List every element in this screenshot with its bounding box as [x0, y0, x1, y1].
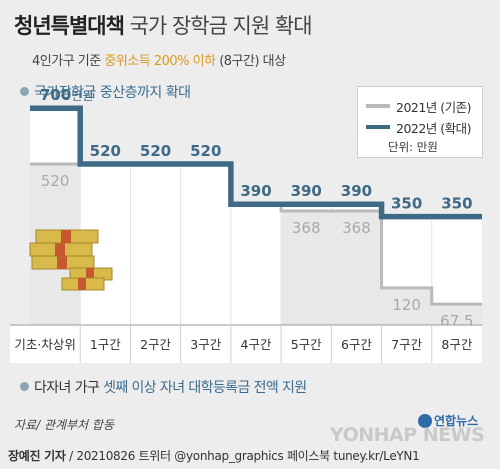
source-note: 자료/ 관계부처 합동 [14, 418, 114, 432]
subtitle-pre: 4인가구 기준 [32, 54, 101, 69]
subtitle-post: (8구간) 대상 [219, 54, 286, 69]
value-label-2022: 390 [291, 182, 322, 200]
category-label: 3구간 [190, 337, 221, 352]
value-label-2022: 700만원 [40, 86, 93, 104]
page-title: 청년특별대책 국가 장학금 지원 확대 [14, 10, 313, 40]
legend: 2021년 (기존) 2022년 (확대) 단위: 만원 [357, 86, 483, 158]
value-label-2022: 520 [140, 142, 171, 160]
column-area [180, 163, 231, 325]
value-label-2022: 390 [240, 182, 271, 200]
category-label: 5구간 [291, 337, 322, 352]
credit-line: 장예진 기자 / 20210826 트위터 @yonhap_graphics 페… [8, 447, 420, 464]
section2-pre: 다자녀 가구 [34, 380, 100, 396]
bullet-dot-icon [20, 87, 29, 96]
bullet-dot-icon [20, 382, 29, 391]
credit-rest: / 20210826 트위터 @yonhap_graphics 페이스북 tun… [69, 449, 420, 463]
legend-label-2021: 2021년 (기존) [396, 100, 472, 115]
value-label-2021: 368 [342, 219, 371, 237]
watermark: YONHAP NEWS [330, 424, 485, 446]
subtitle: 4인가구 기준 중위소득 200% 이하 (8구간) 대상 [32, 50, 286, 69]
section1-heading: 국가장학금 중산층까지 확대 [20, 82, 191, 102]
category-band [10, 325, 482, 363]
section2-heading: 다자녀 가구 셋째 이상 자녀 대학등록금 전액 지원 [20, 377, 307, 397]
column-area [130, 163, 181, 325]
column-area [230, 204, 282, 325]
bar-2021 [331, 211, 382, 325]
logo-text: 연합뉴스 [434, 414, 479, 428]
legend-swatch-2022 [366, 125, 390, 129]
series-line-2022 [30, 105, 482, 220]
yonhap-logo-icon [418, 414, 432, 428]
value-label-2022: 350 [391, 195, 422, 213]
category-label: 7구간 [391, 337, 422, 352]
bar-2021 [431, 304, 482, 325]
value-label-2021: 368 [292, 219, 321, 237]
category-label: 8구간 [441, 337, 472, 352]
value-label-2022: 520 [190, 142, 221, 160]
category-label: 기초·차상위 [14, 337, 75, 352]
value-label-2021: 120 [392, 296, 421, 314]
category-label: 1구간 [90, 337, 121, 352]
value-label-2021: 520 [41, 172, 70, 190]
section1-label: 국가장학금 중산층까지 확대 [34, 85, 191, 101]
category-label: 2구간 [140, 337, 171, 352]
value-label-2022: 390 [341, 182, 372, 200]
value-label-2022: 350 [441, 195, 472, 213]
subtitle-highlight: 중위소득 200% 이하 [104, 54, 216, 69]
bar-2021 [381, 287, 432, 325]
title-bold: 청년특별대책 [14, 14, 125, 38]
legend-swatch-2021 [366, 104, 390, 108]
money-stack-icon [29, 229, 113, 291]
section2-highlight: 셋째 이상 자녀 대학등록금 전액 지원 [103, 380, 307, 396]
logo: 연합뉴스 [418, 412, 478, 429]
reporter-name: 장예진 기자 [8, 449, 66, 463]
legend-unit: 단위: 만원 [388, 140, 438, 154]
bar-2021 [281, 211, 332, 325]
category-label: 4구간 [241, 337, 272, 352]
category-label: 6구간 [341, 337, 372, 352]
title-rest: 국가 장학금 지원 확대 [129, 14, 313, 38]
value-label-2022: 520 [90, 142, 121, 160]
legend-label-2022: 2022년 (확대) [396, 121, 472, 136]
